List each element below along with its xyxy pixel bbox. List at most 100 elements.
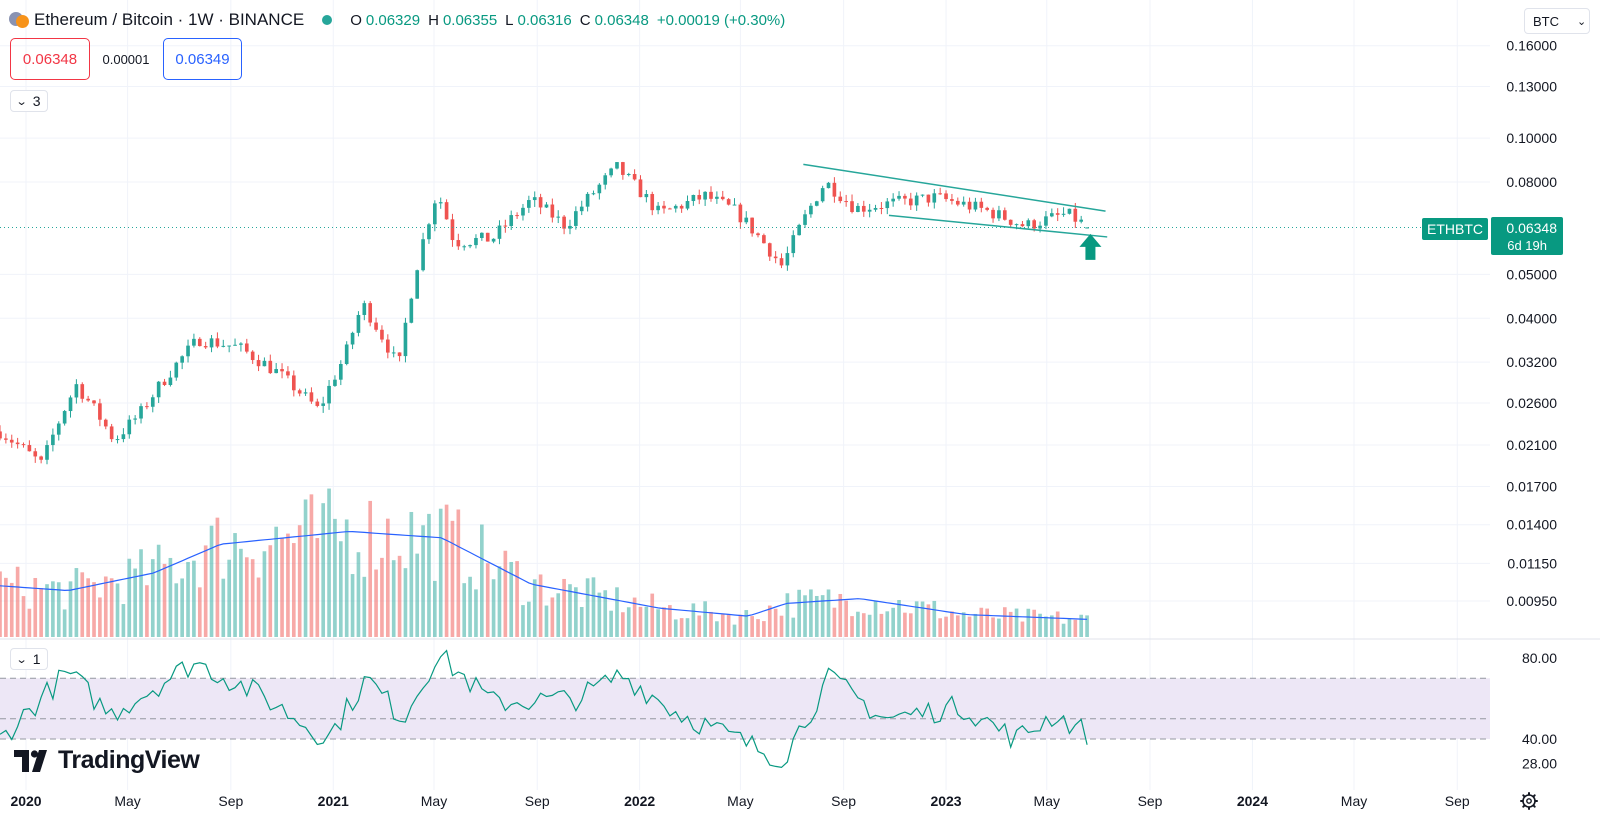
volume-bar (262, 551, 267, 637)
volume-bar (932, 600, 937, 637)
candle-body (1032, 220, 1037, 229)
candle-body (932, 193, 937, 203)
tradingview-logo[interactable]: TradingView (14, 746, 200, 775)
sell-button[interactable]: 0.06348 (10, 38, 90, 80)
volume-bar (485, 563, 490, 637)
candle-body (468, 245, 472, 247)
market-status-dot[interactable] (322, 15, 333, 25)
candle-body (1008, 219, 1013, 225)
volume-bar (268, 545, 273, 637)
volume-bar (991, 617, 995, 637)
chevron-down-icon: ⌄ (1577, 15, 1587, 28)
volume-bar (427, 513, 431, 637)
candle-body (867, 209, 872, 212)
chevron-down-icon: ⌄ (16, 95, 29, 108)
candle-body (726, 199, 731, 205)
volume-bar (908, 613, 913, 637)
price-tag-value: 0.06348 (1506, 220, 1557, 236)
volume-bar (21, 596, 26, 637)
rsi-axis[interactable]: 80.00 40.00 28.00 (1522, 650, 1557, 771)
candle-body (256, 360, 261, 367)
volume-bar (327, 488, 331, 637)
candle-body (145, 406, 149, 408)
volume-bar (885, 611, 890, 637)
candle-body (615, 162, 619, 169)
candle-body (903, 195, 907, 199)
up-arrow-icon (1079, 233, 1102, 260)
volume-bar (15, 566, 20, 637)
volume-bar (861, 613, 866, 637)
candle-body (814, 201, 819, 206)
spread-value: 0.00001 (102, 52, 150, 67)
volume-bar (280, 537, 284, 637)
candle-body (15, 442, 20, 445)
price-axis[interactable]: 0.16000 0.13000 0.10000 0.08000 0.05000 0.040… (1506, 38, 1557, 609)
tradingview-mark-icon (14, 749, 47, 772)
candle-body (303, 392, 308, 394)
candle-body (427, 224, 431, 240)
candle-body (333, 379, 337, 386)
rsi-line (0, 649, 1088, 769)
volume-bar (527, 601, 531, 637)
candle-body (133, 418, 137, 420)
volume-bar (626, 607, 631, 637)
wedge-trendline[interactable] (888, 214, 1108, 238)
volume-bar (385, 518, 390, 637)
volume-bar (74, 568, 79, 637)
x-tick-label: May (727, 793, 753, 809)
low-label: L (505, 11, 514, 29)
symbol-title[interactable]: Ethereum / Bitcoin · 1W · BINANCE (34, 10, 305, 29)
candle-body (703, 191, 707, 200)
currency-selector[interactable]: BTC ⌄ (1524, 8, 1590, 34)
volume-bar (1055, 611, 1060, 637)
candle-body (168, 377, 173, 386)
y-tick-label: 0.05000 (1506, 266, 1557, 282)
candles (0, 161, 1089, 465)
candle-body (9, 439, 14, 443)
y-tick-label: 0.08000 (1506, 174, 1557, 190)
eth-btc-pair-icon (8, 10, 29, 30)
volume-bar (221, 578, 226, 637)
main-indicators-toggle[interactable]: ⌄ 3 (10, 90, 48, 112)
candle-body (850, 201, 854, 212)
candle-body (844, 201, 848, 203)
volume-bar (1038, 613, 1042, 637)
volume-bar (644, 606, 649, 637)
candle-body (239, 343, 243, 345)
candle-body (732, 204, 737, 206)
volume-bar (150, 559, 155, 637)
volume-bar (1002, 607, 1007, 637)
volume-bar (315, 538, 320, 637)
volume-bar (297, 525, 302, 637)
volume-bar (820, 595, 825, 637)
candle-body (861, 205, 866, 212)
candle-body (180, 356, 184, 363)
volume-bar (779, 615, 784, 637)
high-label: H (428, 11, 439, 29)
candle-body (291, 375, 296, 391)
candle-body (262, 360, 267, 367)
candle-body (991, 209, 995, 219)
volume-bar (338, 541, 343, 637)
candle-body (914, 195, 919, 206)
volume-bar (797, 589, 801, 637)
rsi-indicators-toggle[interactable]: ⌄ 1 (10, 648, 48, 670)
candle-body (856, 205, 860, 212)
volume-bar (1049, 615, 1054, 637)
candle-body (644, 194, 649, 198)
volume-bar (56, 582, 61, 637)
volume-bar (162, 563, 167, 637)
gear-icon[interactable] (1520, 792, 1538, 810)
candle-body (568, 225, 572, 229)
candle-body (750, 217, 754, 234)
candle-body (415, 270, 420, 299)
volume-bar (39, 588, 43, 637)
buy-button[interactable]: 0.06349 (163, 38, 242, 80)
candle-body (409, 298, 414, 323)
candle-body (521, 207, 525, 216)
time-axis[interactable]: 2020 May Sep 2021 May Sep 2022 May Sep 2023 May Sep… (10, 793, 1469, 809)
wedge-trendline[interactable] (803, 163, 1106, 212)
candle-body (891, 198, 895, 202)
candle-body (562, 216, 566, 229)
